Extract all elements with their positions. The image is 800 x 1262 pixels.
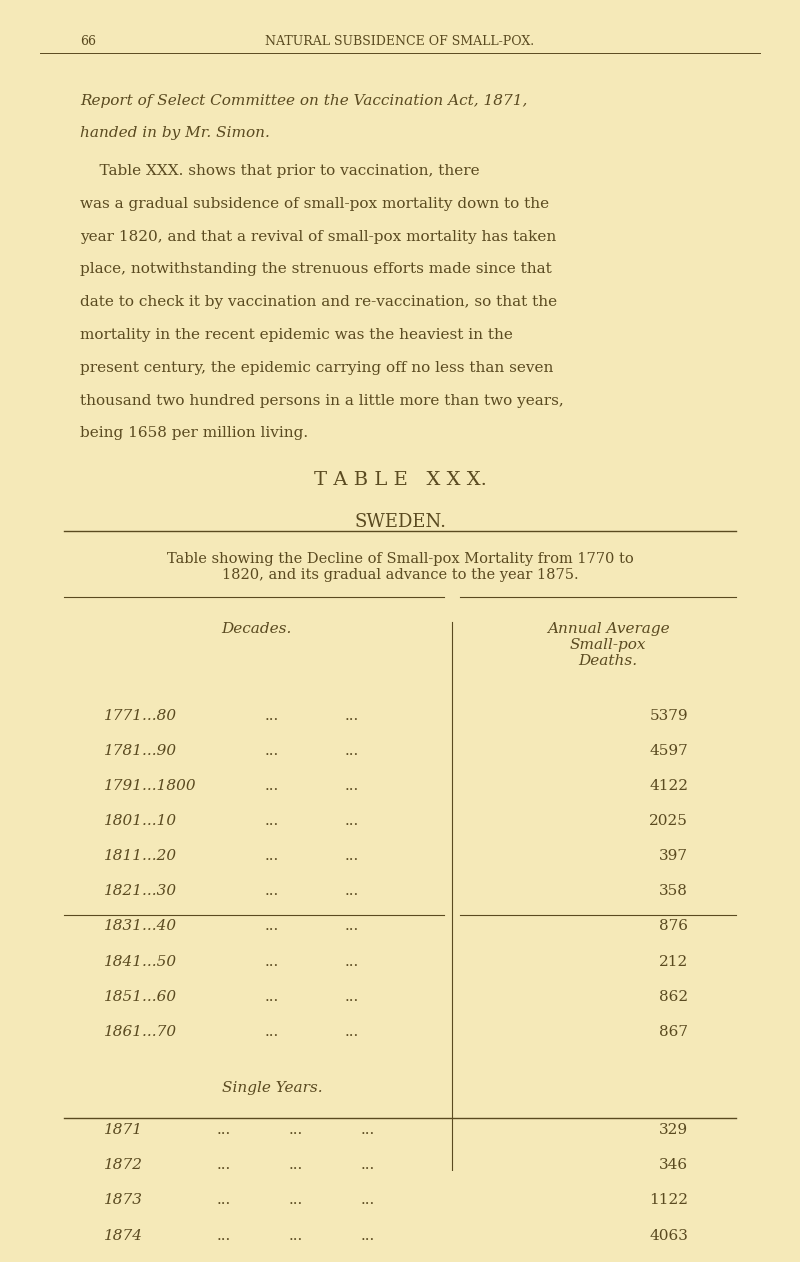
Text: Table showing the Decline of Small-pox Mortality from 1770 to
1820, and its grad: Table showing the Decline of Small-pox M… xyxy=(166,551,634,582)
Text: ...: ... xyxy=(265,708,279,723)
Text: 1851...60: 1851...60 xyxy=(104,989,177,1003)
Text: ...: ... xyxy=(345,954,359,968)
Text: Report of Select Committee on the Vaccination Act, 1871,: Report of Select Committee on the Vaccin… xyxy=(80,93,527,107)
Text: ...: ... xyxy=(265,779,279,793)
Text: ...: ... xyxy=(217,1159,231,1172)
Text: ...: ... xyxy=(265,989,279,1003)
Text: ...: ... xyxy=(345,708,359,723)
Text: 1791...1800: 1791...1800 xyxy=(104,779,197,793)
Text: 212: 212 xyxy=(658,954,688,968)
Text: being 1658 per million living.: being 1658 per million living. xyxy=(80,427,308,440)
Text: 1122: 1122 xyxy=(649,1194,688,1208)
Text: ...: ... xyxy=(265,885,279,899)
Text: Single Years.: Single Years. xyxy=(222,1082,322,1095)
Text: ...: ... xyxy=(345,849,359,863)
Text: 4063: 4063 xyxy=(649,1229,688,1243)
Text: ...: ... xyxy=(265,814,279,828)
Text: 5379: 5379 xyxy=(650,708,688,723)
Text: ...: ... xyxy=(361,1159,375,1172)
Text: date to check it by vaccination and re-vaccination, so that the: date to check it by vaccination and re-v… xyxy=(80,295,557,309)
Text: was a gradual subsidence of small-pox mortality down to the: was a gradual subsidence of small-pox mo… xyxy=(80,197,549,211)
Text: Table XXX. shows that prior to vaccination, there: Table XXX. shows that prior to vaccinati… xyxy=(80,164,480,178)
Text: ...: ... xyxy=(217,1229,231,1243)
Text: ...: ... xyxy=(265,849,279,863)
Text: 66: 66 xyxy=(80,35,96,48)
Text: ...: ... xyxy=(265,954,279,968)
Text: 1821...30: 1821...30 xyxy=(104,885,177,899)
Text: 1874: 1874 xyxy=(104,1229,143,1243)
Text: ...: ... xyxy=(265,743,279,757)
Text: 1871: 1871 xyxy=(104,1123,143,1137)
Text: 867: 867 xyxy=(659,1025,688,1039)
Text: ...: ... xyxy=(217,1194,231,1208)
Text: ...: ... xyxy=(289,1159,303,1172)
Text: ...: ... xyxy=(345,885,359,899)
Text: present century, the epidemic carrying off no less than seven: present century, the epidemic carrying o… xyxy=(80,361,554,375)
Text: thousand two hundred persons in a little more than two years,: thousand two hundred persons in a little… xyxy=(80,394,564,408)
Text: ...: ... xyxy=(217,1123,231,1137)
Text: 1801...10: 1801...10 xyxy=(104,814,177,828)
Text: SWEDEN.: SWEDEN. xyxy=(354,512,446,531)
Text: ...: ... xyxy=(345,779,359,793)
Text: ...: ... xyxy=(345,1025,359,1039)
Text: ...: ... xyxy=(265,1025,279,1039)
Text: year 1820, and that a revival of small-pox mortality has taken: year 1820, and that a revival of small-p… xyxy=(80,230,556,244)
Text: ...: ... xyxy=(345,989,359,1003)
Text: 1811...20: 1811...20 xyxy=(104,849,177,863)
Text: 346: 346 xyxy=(659,1159,688,1172)
Text: 1872: 1872 xyxy=(104,1159,143,1172)
Text: place, notwithstanding the strenuous efforts made since that: place, notwithstanding the strenuous eff… xyxy=(80,262,552,276)
Text: Decades.: Decades. xyxy=(221,622,291,636)
Text: 329: 329 xyxy=(659,1123,688,1137)
Text: 1873: 1873 xyxy=(104,1194,143,1208)
Text: 1841...50: 1841...50 xyxy=(104,954,177,968)
Text: handed in by Mr. Simon.: handed in by Mr. Simon. xyxy=(80,126,270,140)
Text: mortality in the recent epidemic was the heaviest in the: mortality in the recent epidemic was the… xyxy=(80,328,513,342)
Text: ...: ... xyxy=(345,743,359,757)
Text: 862: 862 xyxy=(659,989,688,1003)
Text: NATURAL SUBSIDENCE OF SMALL-POX.: NATURAL SUBSIDENCE OF SMALL-POX. xyxy=(266,35,534,48)
Text: ...: ... xyxy=(361,1229,375,1243)
Text: 876: 876 xyxy=(659,920,688,934)
Text: ...: ... xyxy=(361,1123,375,1137)
Text: 397: 397 xyxy=(659,849,688,863)
Text: 1771...80: 1771...80 xyxy=(104,708,177,723)
Text: T A B L E   X X X.: T A B L E X X X. xyxy=(314,471,486,488)
Text: 1831...40: 1831...40 xyxy=(104,920,177,934)
Text: 2025: 2025 xyxy=(649,814,688,828)
Text: 4122: 4122 xyxy=(649,779,688,793)
Text: Annual Average
Small-pox
Deaths.: Annual Average Small-pox Deaths. xyxy=(546,622,670,669)
Text: 4597: 4597 xyxy=(650,743,688,757)
Text: 1861...70: 1861...70 xyxy=(104,1025,177,1039)
Text: ...: ... xyxy=(289,1123,303,1137)
Text: 358: 358 xyxy=(659,885,688,899)
Text: ...: ... xyxy=(289,1229,303,1243)
Text: ...: ... xyxy=(345,920,359,934)
Text: ...: ... xyxy=(289,1194,303,1208)
Text: 1781...90: 1781...90 xyxy=(104,743,177,757)
Text: ...: ... xyxy=(345,814,359,828)
Text: ...: ... xyxy=(361,1194,375,1208)
Text: ...: ... xyxy=(265,920,279,934)
